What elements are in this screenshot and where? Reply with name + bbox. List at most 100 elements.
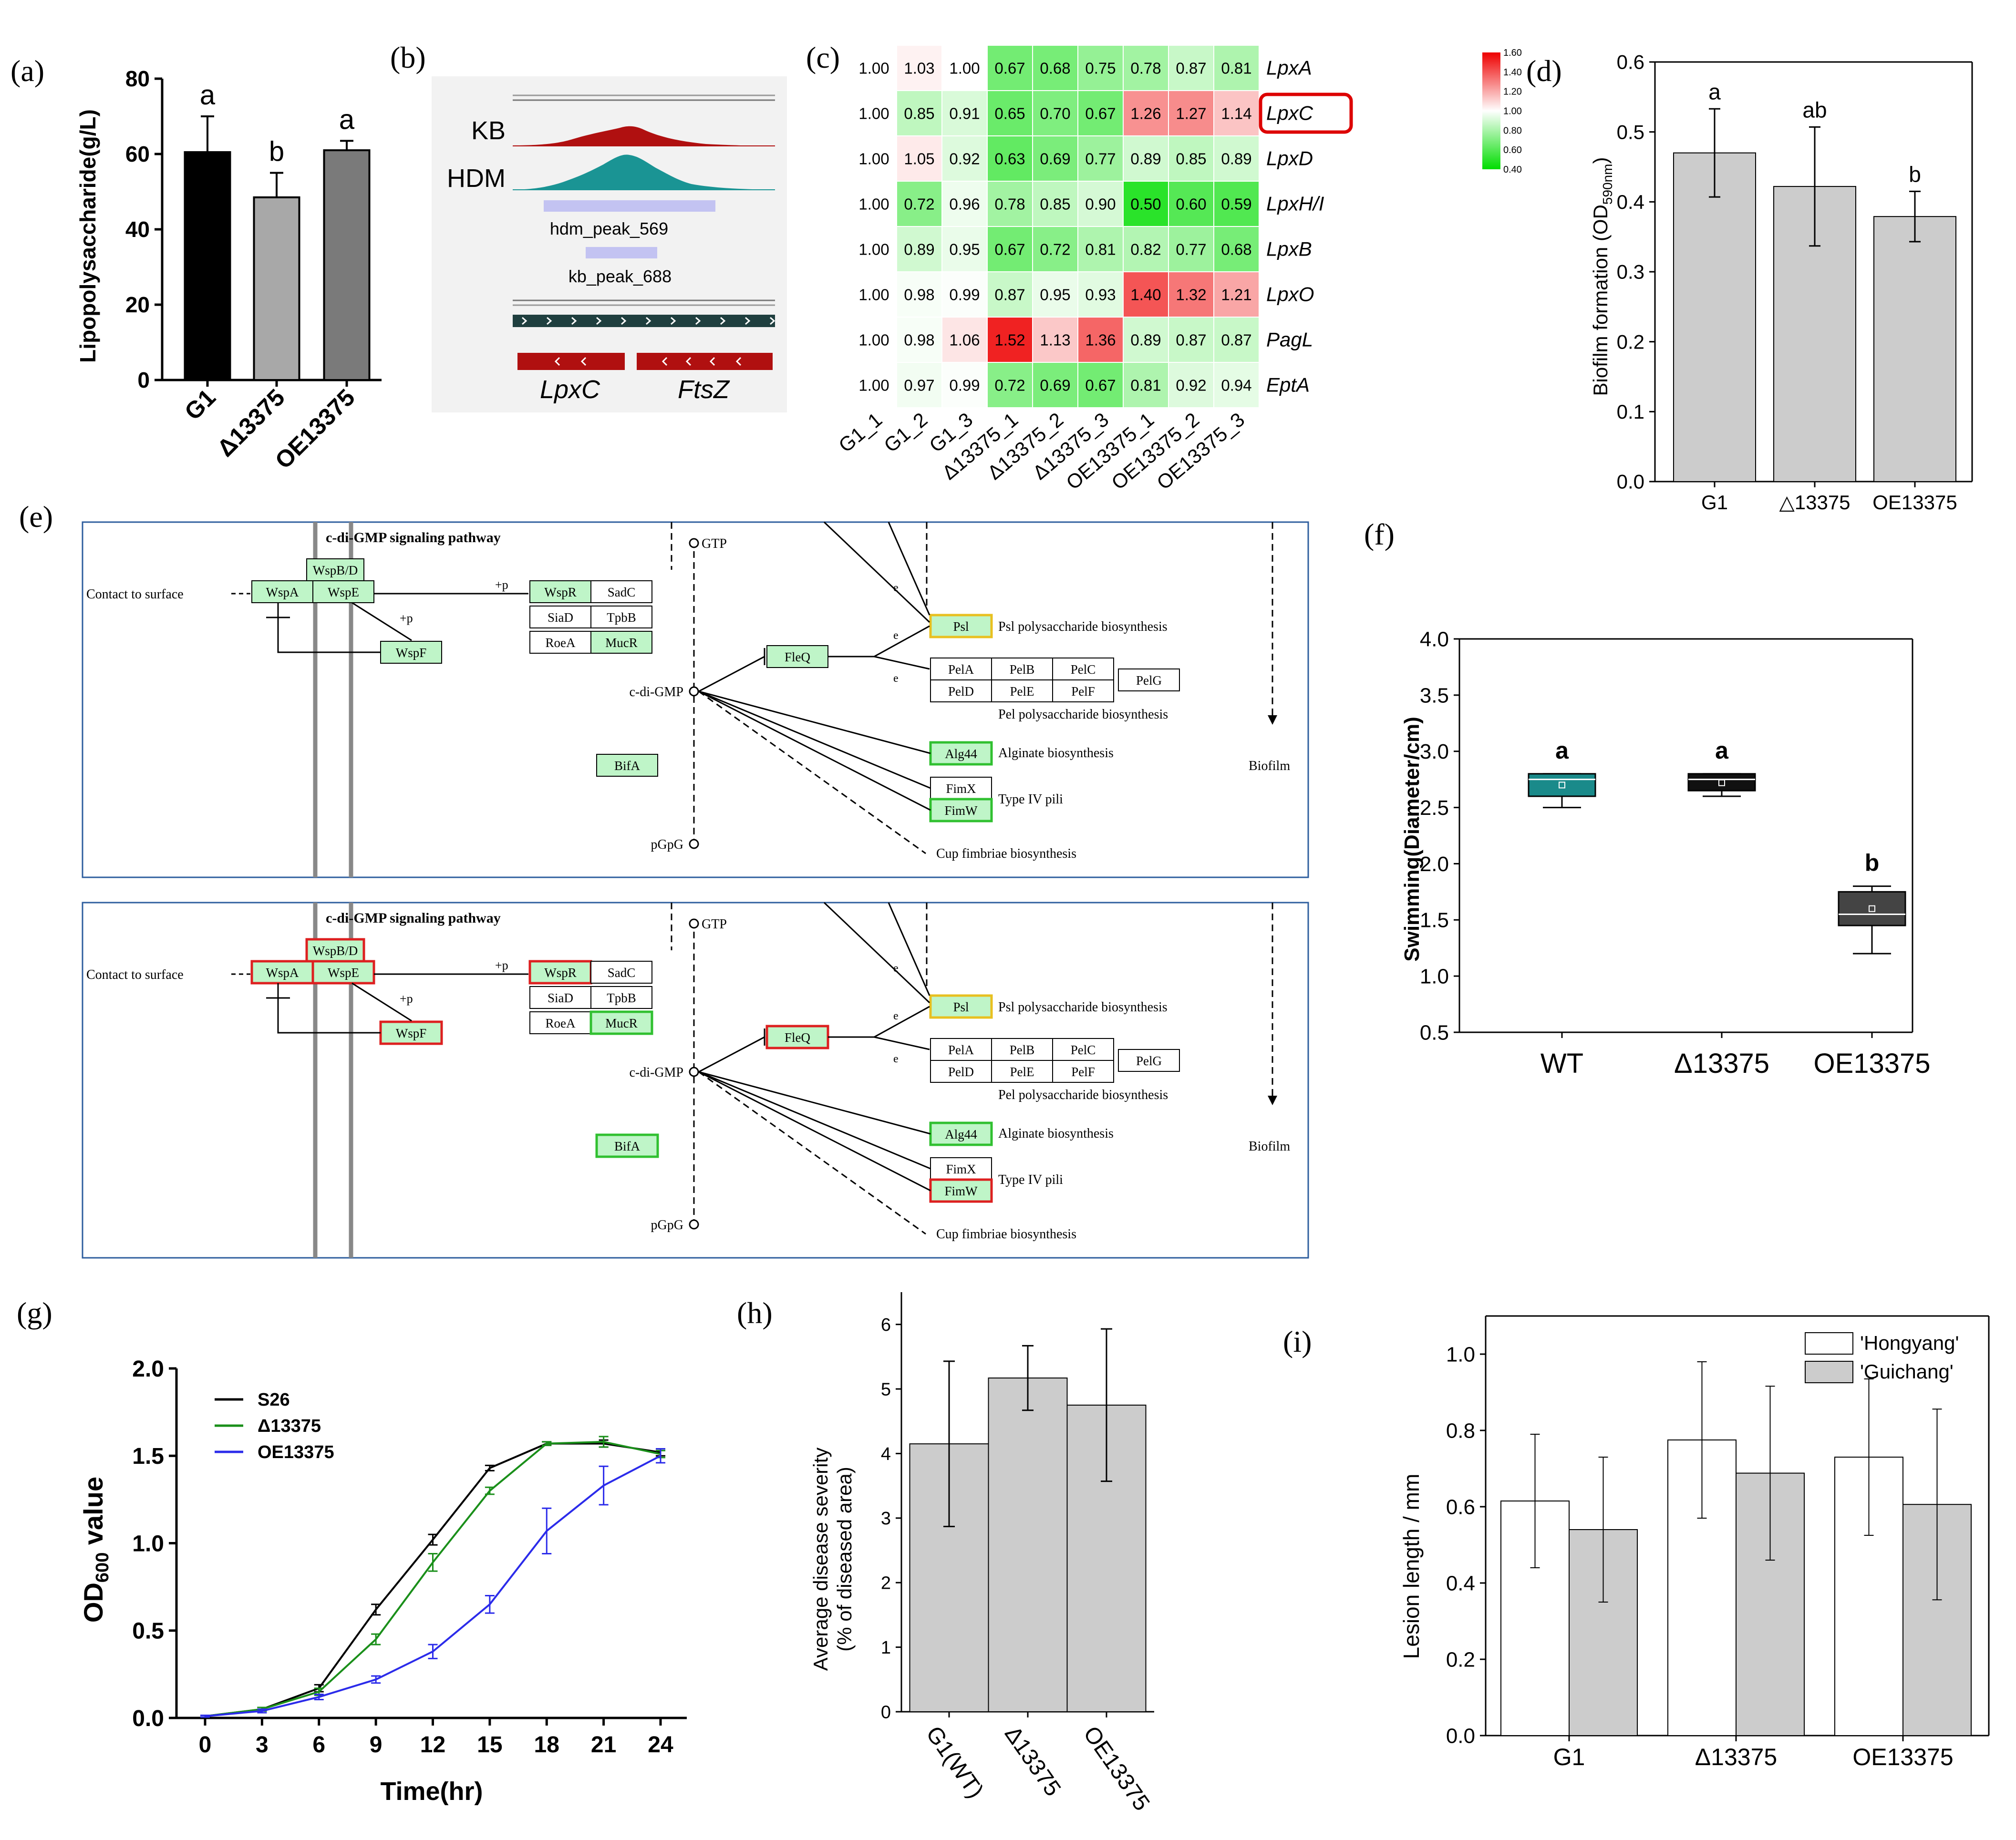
heatmap-cell [987, 90, 1033, 136]
heatmap-value: 0.67 [1085, 105, 1116, 123]
heatmap-value: 1.40 [1130, 286, 1161, 304]
pathway-diagram-lower: c-di-GMP signaling pathway WspB/D WspA WspE… [82, 902, 1309, 1259]
disease-y-tick-label: 2 [881, 1573, 891, 1593]
lps-y-tick-label: 40 [125, 217, 150, 242]
biofilm-y-tick-label: 0.6 [1617, 51, 1644, 73]
swimming-mean-0 [1559, 781, 1565, 789]
heatmap-cell [896, 317, 942, 363]
heatmap-cell [1123, 362, 1169, 408]
pathway-cdigmp-label: c-di-GMP [629, 1065, 683, 1080]
heatmap-value: 0.97 [904, 377, 934, 394]
pathway-e-label: e [893, 962, 899, 975]
heatmap-cell [987, 45, 1033, 91]
heatmap-value: 0.96 [949, 195, 980, 213]
heatmap-cell [1032, 90, 1078, 136]
heatmap-cell [1077, 181, 1124, 227]
heatmap-value: 0.67 [1085, 377, 1116, 394]
pathway-dashed [698, 1071, 926, 1235]
heatmap-column-label: G1_2 [879, 408, 931, 457]
heatmap-value: 1.00 [858, 150, 889, 168]
disease-bar-1 [988, 1377, 1068, 1712]
heatmap-value: 0.72 [994, 377, 1025, 394]
lps-x-tick-label-0: G1 [179, 384, 221, 425]
heatmap-row-label: PagL [1266, 329, 1313, 351]
lps-y-tick-label: 60 [125, 142, 150, 166]
heatmap-value: 0.98 [904, 331, 934, 349]
heatmap-value: 0.85 [1040, 195, 1070, 213]
heatmap-cell [1213, 135, 1260, 182]
heatmap-cell [896, 45, 942, 91]
kb-peak-label: kb_peak_688 [569, 267, 672, 286]
pathway-node-pele [991, 679, 1053, 702]
disease-y-tick-label: 5 [881, 1379, 891, 1399]
pathway-arrow [698, 1071, 931, 1170]
heatmap-value: 1.00 [858, 286, 889, 304]
growth-x-tick-label: 6 [312, 1732, 325, 1758]
panel-b-genome-browser: KB HDM hdm_peak_569 kb_peak_688 LpxC Fts… [432, 76, 787, 412]
pathway-alg-label: Alginate biosynthesis [998, 1126, 1114, 1141]
pathway-arrow [277, 998, 381, 1034]
biofilm-y-tick-label: 0.2 [1617, 330, 1644, 353]
lesion-legend-label-0: 'Hongyang' [1860, 1332, 1959, 1354]
heatmap-value: 0.60 [1176, 195, 1206, 213]
heatmap-row-label: LpxC [1266, 102, 1313, 124]
swimming-box-2 [1838, 891, 1906, 926]
panel-letter-g: (g) [17, 1296, 52, 1330]
lps-letter-2: a [339, 104, 355, 135]
lesion-y-tick-label: 0.2 [1446, 1648, 1475, 1671]
pathway-node-peld [930, 679, 992, 702]
pathway-node-label-sadc: SadC [608, 585, 636, 599]
pathway-e-label: e [893, 582, 899, 594]
lps-y-tick-label: 0 [137, 368, 150, 392]
pathway-phospho-label: +p [495, 958, 508, 972]
pathway-arrow [823, 521, 930, 623]
heatmap-cell [941, 45, 988, 91]
pathway-diagram-upper: c-di-GMP signaling pathway WspB/D WspA WspE… [82, 521, 1309, 878]
pathway-node-label-psl: Psl [953, 619, 969, 634]
heatmap-value: 0.91 [949, 105, 980, 123]
heatmap-cell [1168, 45, 1214, 91]
pathway-arrow [698, 690, 931, 811]
disease-x-tick-label-2: OE13375 [1078, 1722, 1155, 1816]
pathway-node-pelc [1052, 1038, 1114, 1061]
pathway-gtp-label: GTP [702, 536, 727, 551]
swimming-mean-1 [1718, 779, 1725, 786]
pathway-node-psl [929, 994, 993, 1019]
lps-bar-1 [253, 196, 300, 381]
heatmap-value: 1.00 [858, 241, 889, 258]
hdm-peak-bar [544, 200, 715, 212]
heatmap-value: 0.63 [994, 150, 1025, 168]
heatmap-cell [1032, 226, 1078, 272]
heatmap-cell [1123, 90, 1169, 136]
pathway-node-siad [529, 986, 591, 1009]
lesion-y-axis-label: Lesion length / mm [1399, 1474, 1424, 1659]
growth-legend-label-0: S26 [258, 1390, 290, 1410]
heatmap-value: 0.89 [1130, 331, 1161, 349]
lps-letter-0: a [200, 80, 216, 111]
contig-track [513, 315, 775, 327]
swimming-x-tick-label-1: Δ13375 [1674, 1048, 1769, 1079]
heatmap-value: 0.94 [1221, 377, 1251, 394]
heatmap-value: 0.92 [949, 150, 980, 168]
heatmap-value: 0.89 [904, 241, 934, 258]
heatmap-value: 1.27 [1176, 105, 1206, 123]
pathway-node-label-sadc: SadC [608, 966, 636, 980]
heatmap-cell [1123, 226, 1169, 272]
biofilm-x-tick-label-0: G1 [1701, 491, 1728, 514]
heatmap-cell [896, 271, 942, 318]
pathway-arrow [888, 902, 930, 996]
panel-letter-h: (h) [737, 1296, 773, 1330]
gene-label-lpxc: LpxC [540, 375, 600, 404]
growth-y-label-main: OD [78, 1583, 108, 1623]
lps-y-axis-label: Lipopolysaccharide(g/L) [75, 109, 100, 363]
heatmap-value: 1.21 [1221, 286, 1251, 304]
growth-line-1 [205, 1440, 661, 1717]
panel-letter-e: (e) [19, 500, 53, 534]
pathway-pgpg-node [689, 839, 699, 849]
pathway-pel-label: Pel polysaccharide biosynthesis [998, 707, 1168, 722]
pathway-node-label-wspe: WspE [328, 966, 359, 980]
heatmap-cell [1213, 271, 1260, 318]
heatmap-cell [851, 45, 897, 91]
heatmap-cell [987, 135, 1033, 182]
